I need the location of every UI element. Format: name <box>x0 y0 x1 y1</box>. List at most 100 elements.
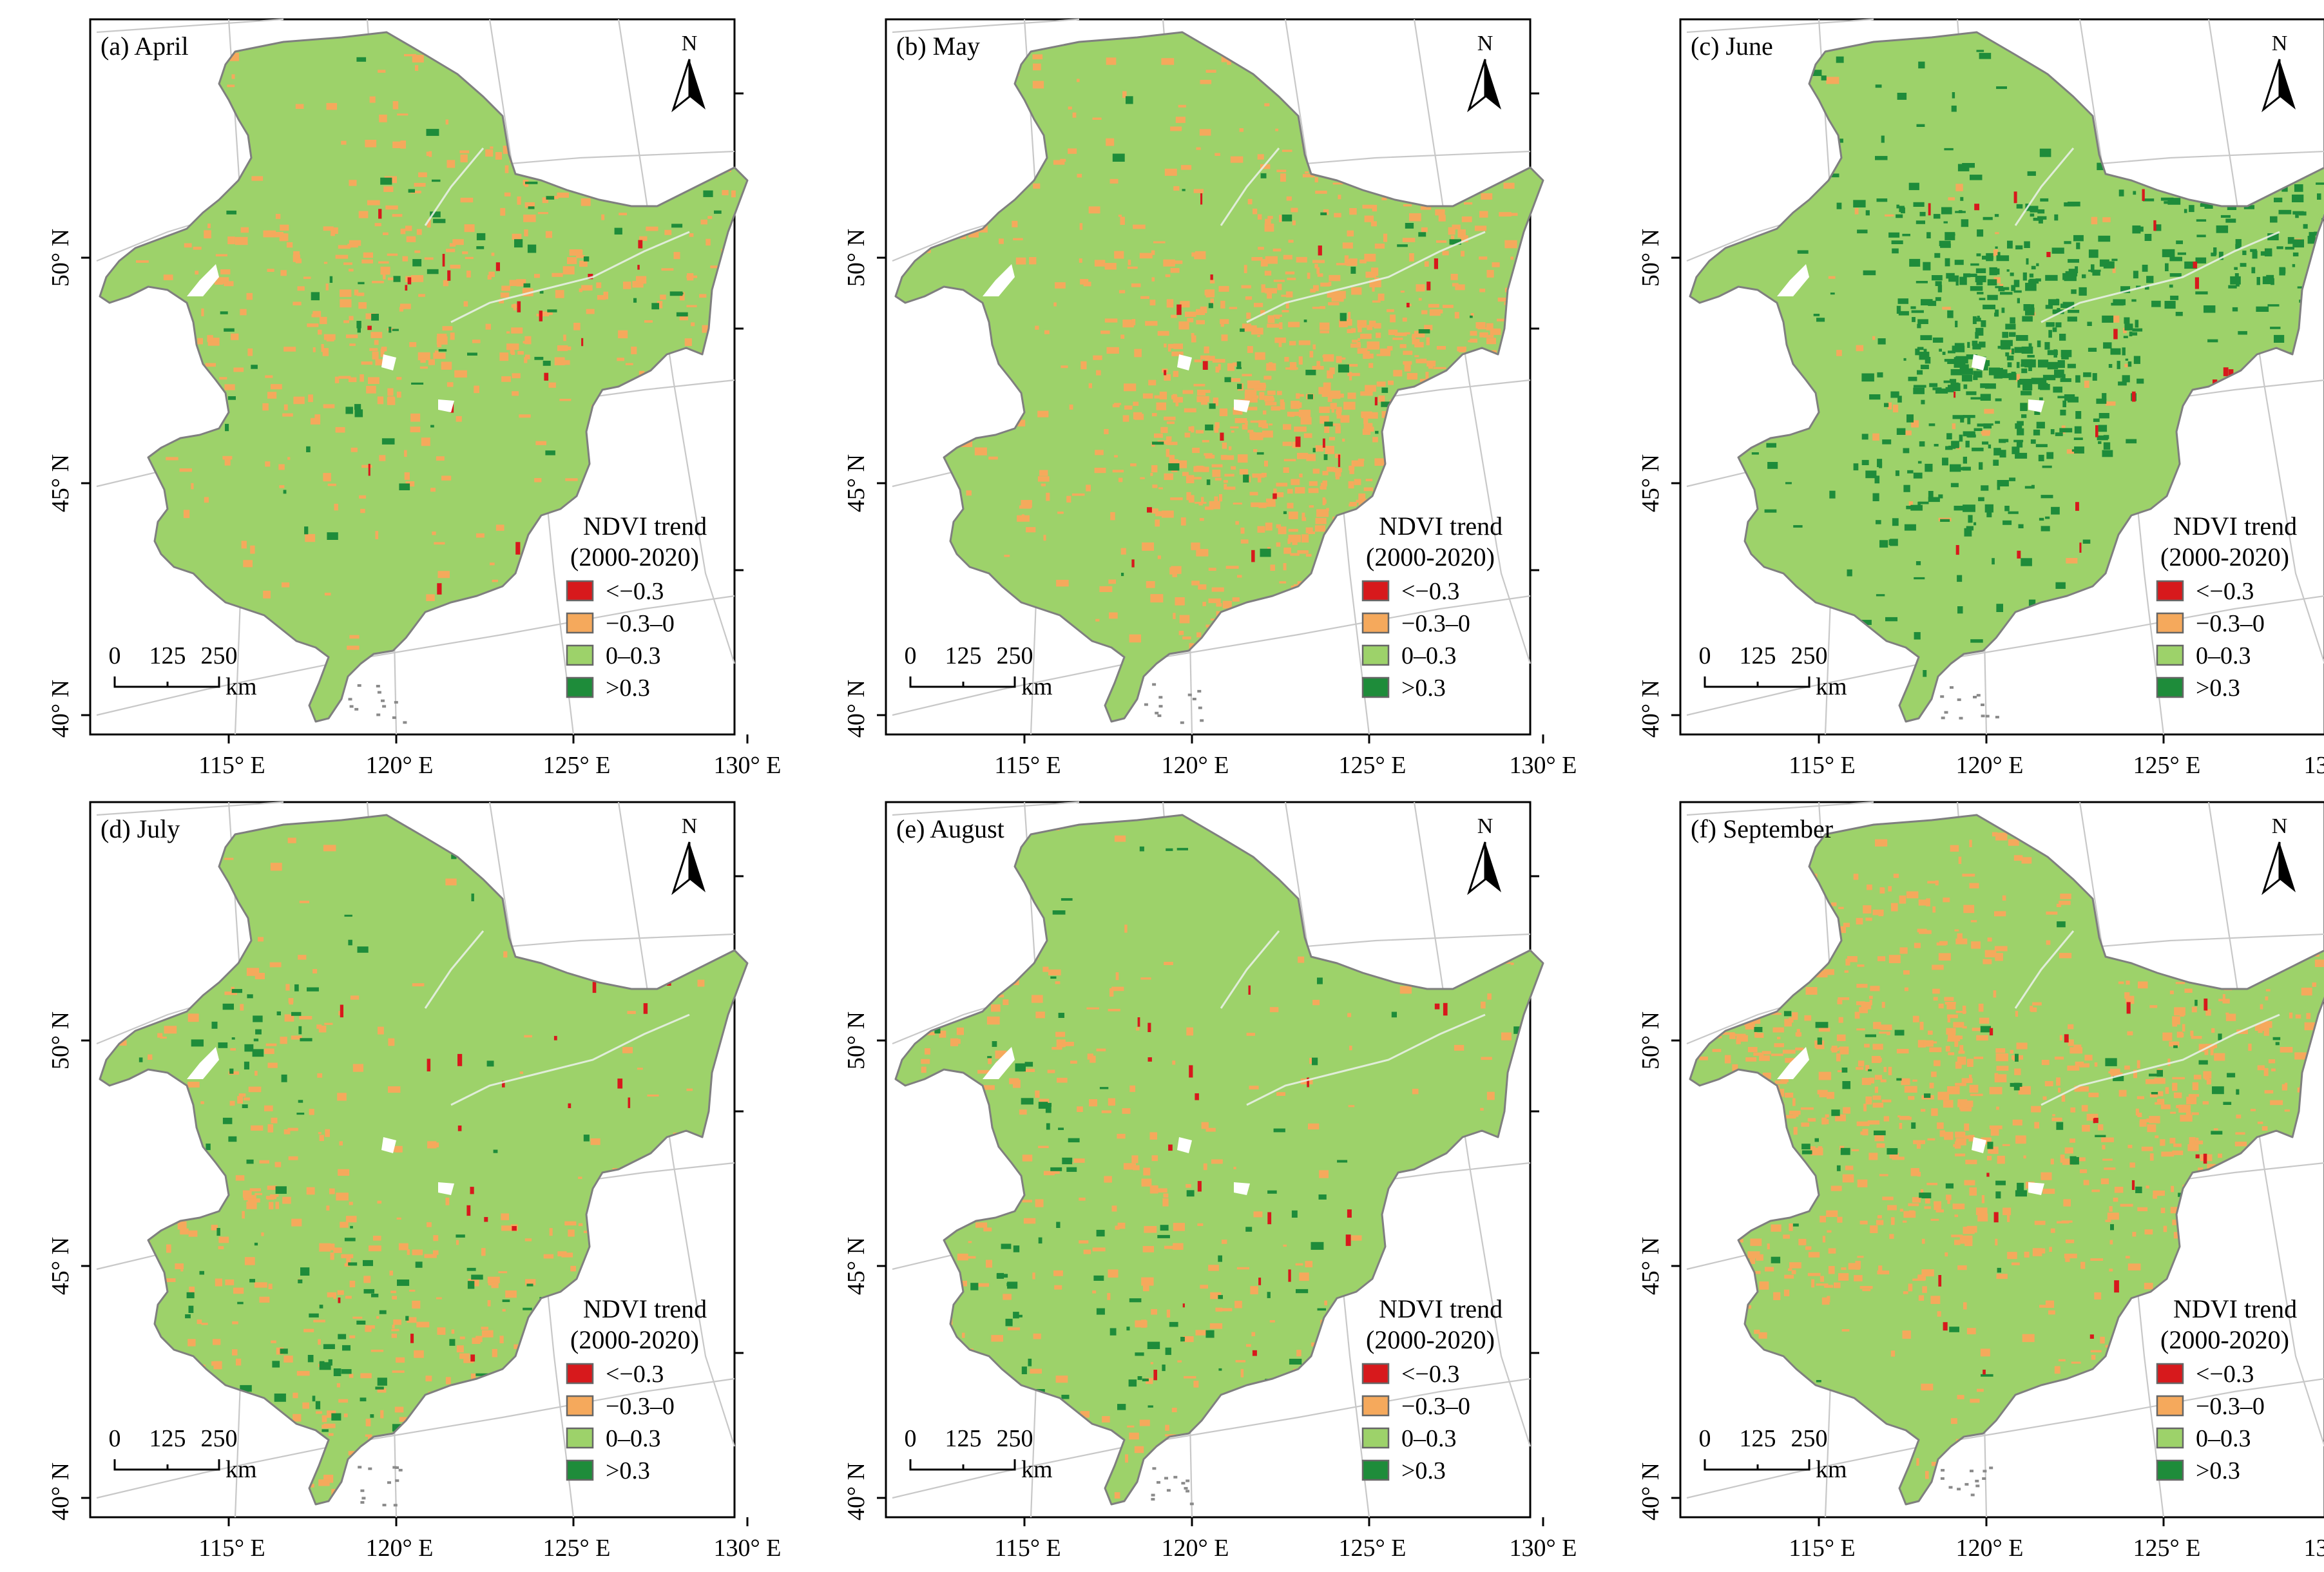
trend-pixel <box>1896 1078 1902 1081</box>
trend-pixel <box>338 1399 349 1403</box>
trend-pixel <box>2234 267 2238 270</box>
trend-pixel <box>2149 1073 2158 1077</box>
trend-pixel <box>1071 493 1085 496</box>
trend-pixel <box>1175 597 1185 606</box>
trend-pixel <box>1964 1238 1973 1247</box>
legend-label: 0–0.3 <box>1401 1425 1457 1452</box>
island <box>368 1467 372 1470</box>
island <box>1959 716 1963 720</box>
trend-pixel <box>2073 235 2084 242</box>
trend-pixel <box>1889 1153 1899 1159</box>
trend-pixel <box>1357 320 1367 328</box>
trend-pixel <box>2164 201 2170 204</box>
trend-pixel <box>1412 336 1416 340</box>
trend-pixel <box>1242 424 1248 430</box>
trend-pixel <box>2000 369 2008 374</box>
trend-pixel <box>436 1297 442 1299</box>
trend-pixel <box>438 349 447 352</box>
trend-pixel <box>442 254 445 267</box>
trend-pixel <box>1013 1079 1021 1088</box>
trend-pixel <box>1928 1030 1933 1035</box>
trend-pixel <box>1995 232 1999 235</box>
trend-pixel <box>1221 455 1234 460</box>
trend-pixel <box>1899 896 1906 904</box>
trend-pixel <box>1928 203 1931 216</box>
trend-pixel <box>218 1236 229 1243</box>
trend-pixel <box>1057 512 1064 514</box>
trend-pixel <box>1475 322 1486 329</box>
trend-pixel <box>1499 212 1512 217</box>
trend-pixel <box>2017 428 2024 436</box>
trend-pixel <box>1883 1116 1890 1122</box>
trend-pixel <box>343 320 349 323</box>
trend-pixel <box>1283 1244 1287 1247</box>
trend-pixel <box>2035 444 2048 448</box>
trend-pixel <box>2265 989 2271 992</box>
trend-pixel <box>1861 373 1874 382</box>
trend-pixel <box>463 1359 474 1363</box>
trend-pixel <box>296 1370 310 1376</box>
legend-swatch <box>2156 676 2184 698</box>
trend-pixel <box>1073 1158 1085 1163</box>
trend-pixel <box>485 149 494 157</box>
trend-pixel <box>1887 1031 1890 1035</box>
trend-pixel <box>1318 1194 1327 1200</box>
trend-pixel <box>1250 432 1263 441</box>
trend-pixel <box>697 979 705 987</box>
trend-pixel <box>2098 425 2108 432</box>
island <box>349 705 354 708</box>
trend-pixel <box>1732 1064 1738 1073</box>
trend-pixel <box>2171 1185 2175 1193</box>
trend-pixel <box>2064 1253 2077 1259</box>
trend-pixel <box>232 1349 238 1356</box>
trend-pixel <box>474 385 479 394</box>
trend-pixel <box>1388 380 1394 385</box>
trend-pixel <box>2242 250 2247 255</box>
scale-tick-label: 125 <box>1740 642 1776 669</box>
trend-pixel <box>282 233 287 236</box>
trend-pixel <box>459 150 470 153</box>
trend-pixel <box>1882 439 1892 445</box>
trend-pixel <box>1923 262 1931 271</box>
trend-pixel <box>268 1283 273 1289</box>
trend-pixel <box>1906 414 1914 423</box>
trend-pixel <box>1267 323 1280 328</box>
trend-pixel <box>2164 301 2176 309</box>
trend-pixel <box>2144 1229 2153 1235</box>
trend-pixel <box>1984 383 1996 389</box>
trend-pixel <box>1276 169 1287 173</box>
trend-pixel <box>235 1175 245 1181</box>
trend-pixel <box>2056 1122 2064 1130</box>
trend-pixel <box>1045 1105 1052 1113</box>
trend-pixel <box>1931 1108 1938 1117</box>
trend-pixel <box>1267 291 1272 299</box>
trend-pixel <box>1876 1143 1885 1148</box>
trend-pixel <box>2022 272 2027 281</box>
island <box>1180 721 1184 724</box>
trend-pixel <box>1218 285 1229 292</box>
trend-pixel <box>1205 506 1214 510</box>
trend-pixel <box>1903 1211 1916 1218</box>
trend-pixel <box>318 1132 322 1135</box>
trend-pixel <box>1342 242 1353 249</box>
trend-pixel <box>1994 946 2008 952</box>
trend-pixel <box>2051 506 2060 515</box>
trend-pixel <box>244 1097 250 1101</box>
trend-pixel <box>1213 398 1218 406</box>
trend-pixel <box>1270 564 1275 571</box>
trend-pixel <box>1241 285 1251 289</box>
trend-pixel <box>373 1236 381 1241</box>
legend-swatch <box>2156 580 2184 602</box>
trend-pixel <box>2025 282 2037 291</box>
trend-pixel <box>2044 1081 2053 1087</box>
trend-pixel <box>1359 259 1367 264</box>
trend-pixel <box>1830 1048 1839 1051</box>
trend-pixel <box>449 1339 456 1346</box>
trend-pixel <box>2008 332 2016 337</box>
trend-pixel <box>1973 522 1977 526</box>
trend-pixel <box>414 250 421 253</box>
trend-pixel <box>2031 378 2044 385</box>
trend-pixel <box>2008 511 2019 514</box>
trend-pixel <box>2096 398 2107 404</box>
